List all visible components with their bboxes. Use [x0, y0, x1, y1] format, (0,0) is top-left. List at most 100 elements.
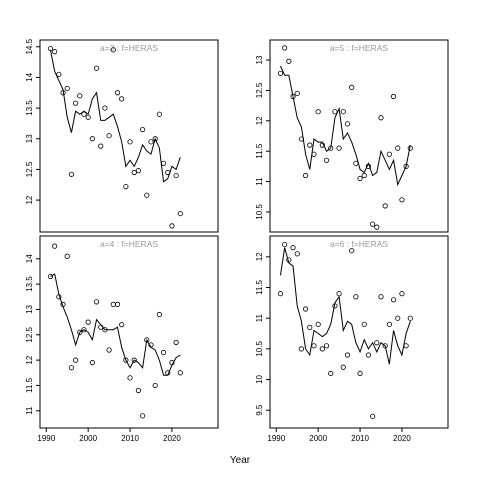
data-point: [386, 151, 392, 157]
data-point: [52, 49, 58, 55]
data-point: [93, 299, 100, 305]
data-point: [315, 321, 321, 327]
x-tick-label: 2000: [79, 434, 97, 443]
panel-frame: [269, 235, 449, 429]
data-point: [294, 90, 300, 97]
data-point: [399, 291, 405, 297]
data-point: [340, 364, 346, 370]
data-point: [64, 85, 70, 92]
data-point: [315, 109, 321, 115]
panel-title: a=3 : f=HERAS: [100, 43, 158, 53]
data-point: [135, 387, 142, 394]
y-tick-label: 12: [255, 116, 264, 125]
data-point: [131, 169, 137, 176]
data-point: [282, 241, 288, 248]
data-point: [173, 172, 179, 179]
x-tick-label: 2010: [121, 434, 139, 443]
data-point: [399, 197, 405, 203]
data-point: [344, 352, 351, 358]
data-point: [353, 294, 359, 300]
data-point: [323, 343, 330, 349]
data-point: [81, 111, 87, 117]
data-point: [169, 223, 175, 229]
data-point: [106, 133, 112, 139]
data-point: [114, 90, 121, 96]
y-tick-label: 12.5: [25, 326, 34, 342]
data-point: [89, 360, 95, 366]
data-point: [144, 192, 150, 198]
y-tick-label: 11.5: [255, 279, 264, 295]
y-tick-label: 12: [25, 195, 34, 204]
data-point: [140, 413, 146, 419]
y-tick-label: 13: [255, 55, 264, 64]
data-point: [311, 343, 317, 349]
y-tick-label: 9.5: [255, 404, 264, 416]
data-line: [49, 49, 181, 183]
data-point: [85, 114, 91, 120]
y-tick-label: 12: [255, 252, 264, 261]
panel-title: a=6 : f=HERAS: [330, 239, 388, 249]
y-tick-label: 10.5: [255, 341, 264, 357]
data-point: [156, 111, 162, 117]
x-tick-label: 2020: [393, 434, 411, 443]
data-point: [98, 143, 104, 149]
y-tick-label: 12.5: [255, 82, 264, 98]
data-point: [382, 203, 388, 209]
data-point: [390, 297, 397, 303]
panel-frame: [39, 235, 219, 429]
data-line: [50, 273, 181, 376]
y-tick-label: 13: [25, 134, 34, 143]
data-point: [160, 160, 167, 166]
data-point: [340, 109, 346, 115]
y-tick-label: 13.5: [25, 276, 34, 292]
panel-title: a=4 : f=HERAS: [100, 239, 158, 249]
data-point: [114, 301, 121, 307]
data-point: [123, 357, 129, 363]
data-point: [378, 294, 384, 300]
data-point: [152, 136, 158, 142]
data-point: [361, 172, 367, 179]
y-tick-label: 12.5: [25, 161, 34, 177]
data-point: [370, 221, 376, 227]
data-point: [353, 160, 359, 166]
y-tick-label: 10.5: [255, 204, 264, 220]
y-tick-label: 11: [255, 177, 264, 186]
panel-title: a=5 : f=HERAS: [330, 43, 388, 53]
data-point: [102, 105, 108, 111]
data-point: [68, 171, 75, 177]
data-point: [106, 347, 112, 353]
x-axis-label: Year: [230, 455, 251, 466]
data-point: [395, 315, 401, 321]
data-point: [378, 115, 384, 121]
data-point: [357, 175, 363, 182]
y-tick-label: 11.5: [25, 377, 34, 393]
data-point: [177, 370, 183, 376]
data-point: [93, 65, 100, 71]
data-point: [110, 47, 116, 53]
data-point: [298, 346, 305, 352]
panel-frame: [269, 39, 449, 233]
data-point: [81, 327, 87, 333]
data-point: [323, 157, 330, 163]
data-point: [307, 142, 313, 148]
data-line: [279, 247, 411, 365]
y-tick-label: 13: [25, 304, 34, 313]
data-point: [277, 70, 284, 77]
data-point: [302, 306, 309, 312]
y-tick-label: 12: [25, 355, 34, 364]
data-point: [89, 136, 95, 142]
data-point: [336, 291, 342, 297]
data-point: [47, 273, 54, 280]
x-tick-label: 2010: [351, 434, 369, 443]
data-point: [140, 126, 146, 133]
data-point: [319, 346, 325, 352]
data-point: [135, 168, 142, 174]
data-line: [280, 65, 411, 187]
data-point: [156, 311, 162, 318]
data-point: [77, 329, 83, 335]
data-point: [374, 224, 380, 230]
data-point: [365, 352, 372, 358]
x-tick-label: 1990: [267, 434, 285, 443]
